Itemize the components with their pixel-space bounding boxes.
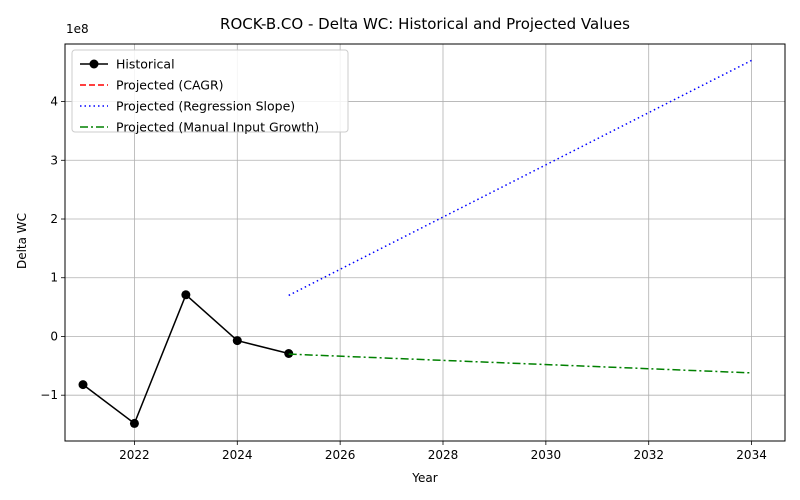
data-point <box>232 336 242 346</box>
y-tick-label: 3 <box>50 153 58 167</box>
x-tick-label: 2030 <box>531 448 562 462</box>
x-axis-label: Year <box>411 471 437 485</box>
data-point <box>181 290 191 300</box>
legend-label: Projected (CAGR) <box>116 78 224 93</box>
x-tick-label: 2024 <box>222 448 253 462</box>
legend-marker <box>89 59 99 69</box>
series-line-0 <box>82 293 289 425</box>
series-line-3 <box>288 353 752 374</box>
x-tick-label: 2026 <box>325 448 356 462</box>
x-tick-label: 2032 <box>633 448 664 462</box>
legend-label: Projected (Regression Slope) <box>116 99 295 114</box>
y-offset-label: 1e8 <box>66 22 89 36</box>
plot-frame <box>64 43 786 442</box>
chart-title: ROCK-B.CO - Delta WC: Historical and Pro… <box>220 15 630 33</box>
x-tick-label: 2034 <box>736 448 767 462</box>
ticks: 2022 2024 2026 2028 2030 2032 2034 −1 0 1 2 3 4 <box>40 95 767 462</box>
y-tick-label: −1 <box>40 388 58 402</box>
y-tick-label: 0 <box>50 329 58 343</box>
legend-label: Historical <box>116 57 175 72</box>
grid <box>65 44 785 441</box>
data-point <box>129 418 139 428</box>
y-tick-label: 1 <box>50 271 58 285</box>
x-tick-label: 2028 <box>428 448 459 462</box>
legend-label: Projected (Manual Input Growth) <box>116 120 319 135</box>
legend-box <box>71 49 349 133</box>
legend: Historical Projected (CAGR) Projected (Reg… <box>71 49 349 135</box>
y-tick-label: 4 <box>50 95 58 109</box>
data-point <box>78 380 88 390</box>
series-layer <box>78 59 752 428</box>
y-axis-label: Delta WC <box>15 213 29 269</box>
series-line-2 <box>288 59 752 297</box>
x-tick-label: 2022 <box>119 448 150 462</box>
y-tick-label: 2 <box>50 212 58 226</box>
data-point <box>284 348 294 358</box>
